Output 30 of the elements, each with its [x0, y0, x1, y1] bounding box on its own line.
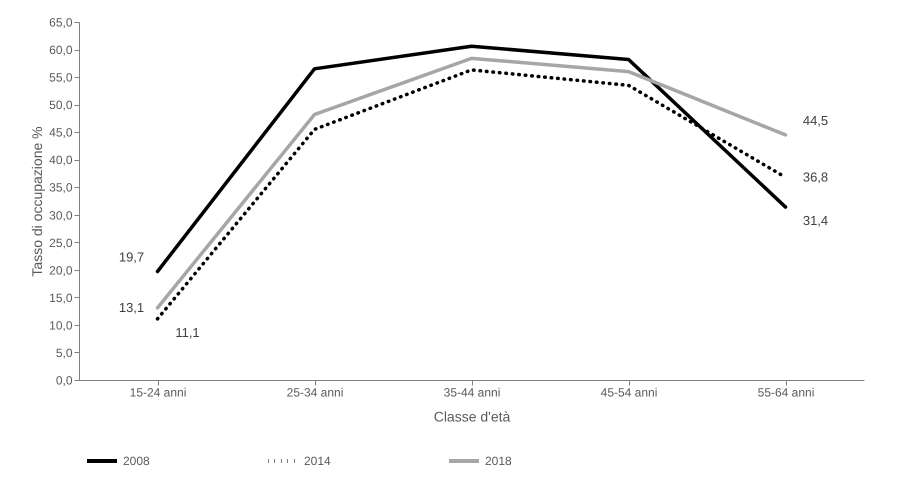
y-tick-label: 60,0	[49, 43, 73, 58]
y-tick-label: 45,0	[49, 126, 73, 140]
y-axis-title: Tasso di occupazione %	[29, 126, 46, 277]
y-tick-label: 20,0	[49, 263, 73, 278]
x-tick-label: 55-64 anni	[758, 386, 814, 400]
y-tick-label: 10,0	[49, 318, 73, 332]
y-tick-label: 50,0	[49, 98, 73, 112]
y-tick-label: 25,0	[49, 236, 73, 250]
data-label: 36,8	[802, 169, 828, 184]
y-tick-label: 40,0	[49, 153, 73, 168]
y-tick-label: 0,0	[56, 374, 73, 388]
y-tick-label: 15,0	[49, 290, 73, 305]
y-tick-label: 55,0	[49, 70, 73, 85]
data-label: 31,4	[802, 213, 828, 228]
legend-label: 2014	[304, 454, 332, 468]
y-tick-label: 30,0	[49, 208, 73, 222]
legend-label: 2018	[485, 454, 512, 468]
y-tick-label: 65,0	[49, 16, 73, 30]
x-tick-label: 35-44 anni	[444, 386, 500, 400]
x-tick-label: 25-34 anni	[286, 386, 344, 400]
data-label: 13,1	[118, 300, 144, 315]
legend-label: 2008	[123, 454, 150, 468]
x-tick-label: 15-24 anni	[130, 386, 186, 400]
y-tick-label: 5,0	[56, 346, 73, 360]
data-label: 11,1	[175, 324, 200, 340]
data-label: 19,7	[118, 250, 144, 264]
data-label: 44,5	[802, 112, 828, 128]
x-tick-label: 45-54 anni	[600, 386, 658, 400]
y-tick-label: 35,0	[49, 180, 73, 195]
x-axis-title: Classe d'età	[434, 408, 511, 424]
